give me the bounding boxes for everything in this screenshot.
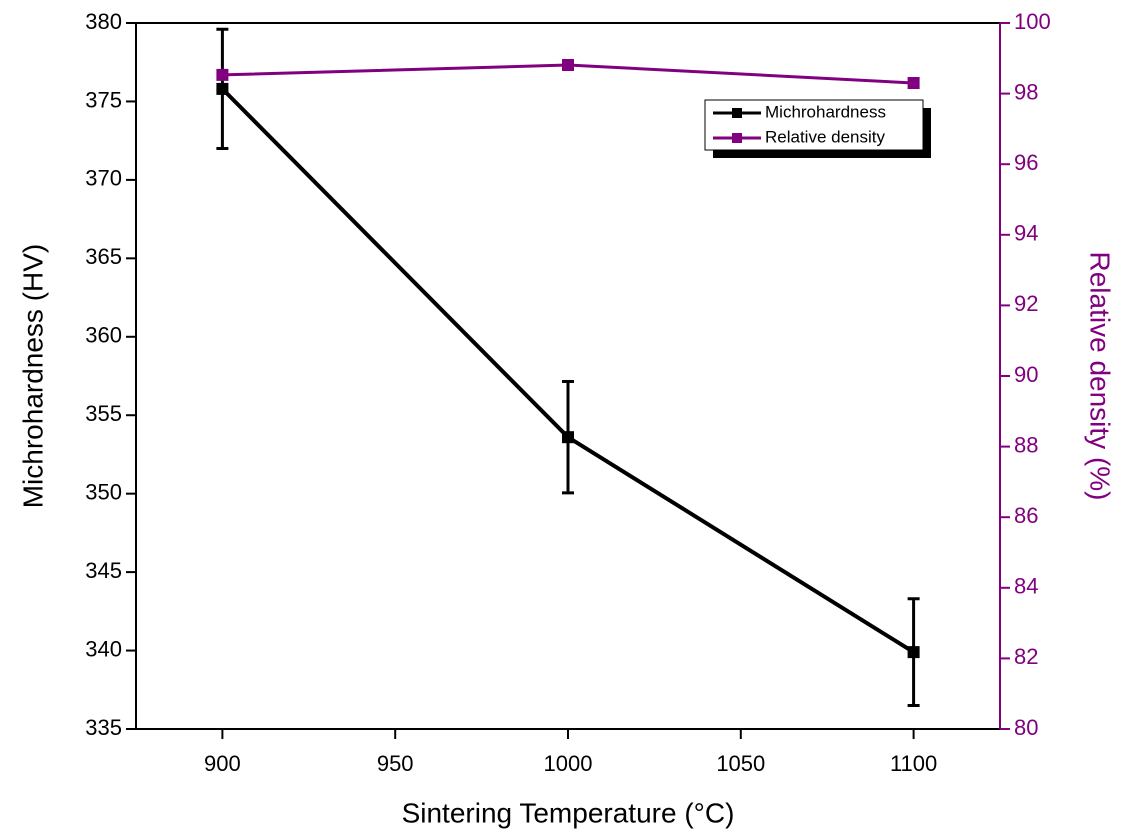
y-tick-label: 345 [85, 558, 122, 583]
marker [562, 59, 574, 72]
y-axis-label: Michrohardness (HV) [17, 244, 48, 509]
y2-tick-label: 80 [1014, 715, 1038, 740]
x-tick-label: 1050 [716, 751, 765, 776]
series-line [220, 87, 915, 654]
y2-tick-label: 100 [1014, 9, 1051, 34]
y-tick-label: 350 [85, 479, 122, 504]
y2-tick-label: 84 [1014, 574, 1038, 599]
y2-tick-label: 94 [1014, 221, 1038, 246]
legend-marker [732, 108, 742, 118]
y-tick-label: 375 [85, 87, 122, 112]
marker [216, 68, 229, 81]
legend-label: Relative density [765, 127, 886, 146]
y2-tick-label: 88 [1014, 432, 1038, 457]
y-tick-label: 370 [85, 166, 122, 191]
y2-tick-label: 92 [1014, 291, 1038, 316]
y2-tick-label: 96 [1014, 150, 1038, 175]
x-tick-label: 950 [377, 751, 414, 776]
marker [907, 646, 920, 659]
x-tick-label: 1100 [890, 751, 937, 776]
y-tick-label: 380 [85, 9, 122, 34]
y2-tick-label: 86 [1014, 503, 1038, 528]
y2-tick-label: 82 [1014, 644, 1038, 669]
x-axis-label: Sintering Temperature (°C) [402, 797, 735, 828]
legend-label: Michrohardness [765, 102, 886, 121]
y-tick-label: 355 [85, 401, 122, 426]
x-tick-label: 900 [204, 751, 241, 776]
y2-tick-label: 90 [1014, 362, 1038, 387]
marker [216, 82, 229, 95]
y-tick-label: 365 [85, 244, 122, 269]
marker [562, 431, 574, 444]
legend-marker [732, 133, 742, 143]
y2-axis-label: Relative density (%) [1085, 252, 1116, 501]
x-tick-label: 1000 [544, 751, 593, 776]
y-tick-label: 340 [85, 636, 122, 661]
y-tick-label: 360 [85, 323, 122, 348]
y-tick-label: 335 [85, 715, 122, 740]
y2-tick-label: 98 [1014, 79, 1038, 104]
marker [907, 77, 920, 90]
